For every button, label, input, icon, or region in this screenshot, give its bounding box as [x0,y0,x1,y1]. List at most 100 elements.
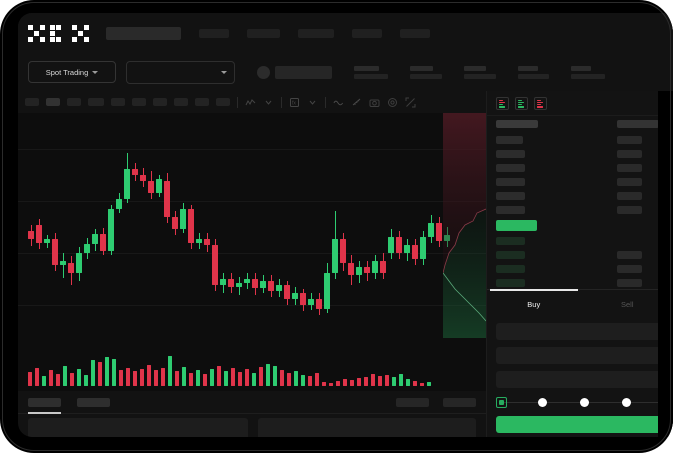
tool-interval-5[interactable] [111,98,125,106]
place-order-button[interactable] [496,416,671,433]
stepper-node-50[interactable] [580,397,589,407]
amount-percent-stepper[interactable] [496,396,673,408]
orderbook-rows[interactable] [487,115,673,309]
orderbook-ask-row-4[interactable] [496,192,525,200]
volume-bar-43 [329,383,333,386]
candle-body-46 [396,237,402,253]
candle-body-51 [436,223,442,241]
candle-body-39 [340,239,346,263]
bottom-action-1[interactable] [396,397,429,407]
orderbook-view-asks-icon[interactable] [534,97,547,110]
orderbook-ask-size-4 [617,192,642,200]
orderbook-ask-row-5[interactable] [496,206,525,214]
tab-buy[interactable]: Buy [487,289,581,318]
bottom-panel-right[interactable] [258,418,476,437]
orderbook-ask-row-1[interactable] [496,150,525,158]
candle-body-48 [412,245,418,259]
candle-body-26 [236,283,242,287]
volume-bar-13 [119,370,123,386]
candle-body-44 [380,261,386,273]
stat-change-value [410,73,442,79]
nav-item-5[interactable] [400,28,430,38]
tool-interval-10[interactable] [216,98,230,106]
orderbook-bid-row-0[interactable] [496,237,525,245]
orderbook-ask-row-2[interactable] [496,164,525,172]
volume-series [18,341,486,386]
tool-interval-8[interactable] [174,98,188,106]
orderbook-bid-row-2[interactable] [496,265,525,273]
candle-body-42 [364,267,370,273]
spot-trading-dropdown[interactable]: Spot Trading [28,61,116,83]
orderbook-view-both-icon[interactable] [496,97,509,110]
gridline-1 [18,201,486,202]
coin-avatar-icon [257,65,270,79]
tool-interval-3[interactable] [67,98,81,106]
candle-body-0 [28,231,34,239]
trading-pair-select[interactable] [126,60,235,84]
candle-body-36 [316,299,322,309]
tool-interval-6[interactable] [132,98,146,106]
wave-icon[interactable] [333,97,344,108]
volume-bar-17 [147,365,151,386]
nav-item-1[interactable] [199,28,229,38]
order-field-total[interactable] [496,371,665,388]
buy-sell-tabs: Buy Sell [487,289,673,318]
tool-interval-2[interactable] [46,98,60,106]
candle-body-29 [260,281,266,288]
volume-bar-9 [91,360,95,386]
orderbook-ask-size-3 [617,178,642,186]
tool-interval-4[interactable] [88,98,104,106]
stepper-node-0[interactable] [496,396,507,408]
line-chart-icon[interactable] [245,97,256,108]
gridline-0 [18,149,486,150]
bottom-tab-order-history[interactable] [77,397,110,407]
volume-bar-27 [217,366,221,386]
candle-body-21 [196,239,202,243]
chevron-down-icon[interactable] [307,97,318,108]
camera-icon[interactable] [369,97,380,108]
orderbook-bid-row-3[interactable] [496,279,525,287]
candle-body-33 [292,293,298,299]
nav-item-2[interactable] [247,28,280,38]
volume-bar-52 [392,377,396,386]
candle-body-4 [60,261,66,265]
orderbook-view-bids-icon[interactable] [515,97,528,110]
tool-interval-1[interactable] [25,98,39,106]
tool-interval-7[interactable] [153,98,167,106]
candle-body-11 [116,199,122,209]
order-field-amount[interactable] [496,347,665,364]
fullscreen-icon[interactable] [405,97,416,108]
volume-bar-44 [336,381,340,386]
bottom-action-2[interactable] [443,397,476,407]
bottom-panel-left[interactable] [28,418,248,437]
chevron-down-icon[interactable] [263,97,274,108]
order-field-price[interactable] [496,323,665,340]
stepper-node-25[interactable] [538,397,547,407]
okx-logo-icon[interactable] [28,24,94,42]
settings-icon[interactable] [387,97,398,108]
screen-right-cutoff [658,91,673,437]
stat-volume-label [571,65,591,71]
stepper-node-75[interactable] [622,397,631,407]
orderbook-ask-row-0[interactable] [496,136,523,144]
volume-bar-25 [203,374,207,386]
nav-item-3[interactable] [298,28,334,38]
ruler-icon[interactable] [351,97,362,108]
tab-sell[interactable]: Sell [581,290,673,318]
nav-item-4[interactable] [352,28,382,38]
orderbook-ask-row-3[interactable] [496,178,525,186]
candle-body-30 [268,281,274,291]
candle-body-22 [204,239,210,245]
bottom-tabs-left [28,397,110,414]
indicators-icon[interactable]: fx [289,97,300,108]
bottom-tab-open-orders[interactable] [28,397,61,414]
price-chart-panel[interactable] [18,113,486,391]
stat-change-label [410,65,433,71]
tool-interval-9[interactable] [195,98,209,106]
candle-body-1 [36,225,42,243]
orderbook-best-bid-row[interactable] [496,220,537,231]
volume-bar-50 [378,376,382,386]
nav-title-placeholder [106,26,181,40]
depth-chart-overlay [443,113,486,338]
orderbook-bid-row-1[interactable] [496,251,525,259]
